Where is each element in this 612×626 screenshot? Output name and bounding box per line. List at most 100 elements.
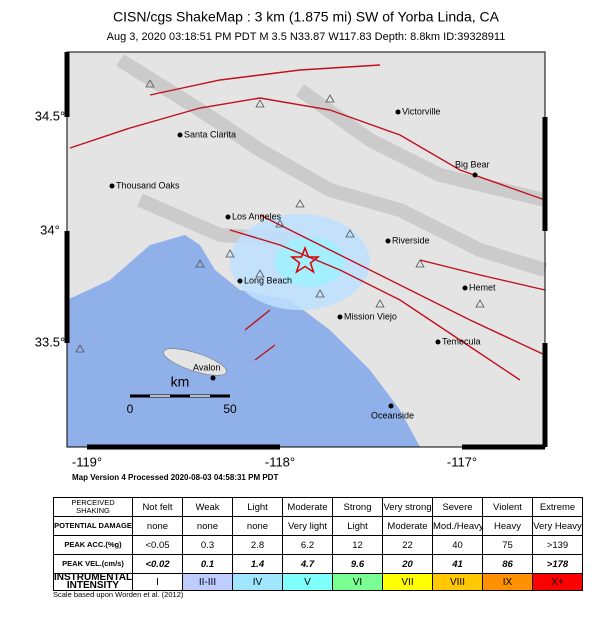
legend-cell: 86 (482, 554, 533, 574)
lat-label: 34.5° (35, 108, 66, 123)
subtitle: Aug 3, 2020 03:18:51 PM PDT M 3.5 N33.87… (107, 31, 506, 43)
city-label: Mission Viejo (344, 311, 397, 321)
legend-cell: none (182, 516, 233, 536)
map-footnote: Map Version 4 Processed 2020-08-03 04:58… (72, 473, 278, 482)
legend-cell: none (232, 516, 283, 536)
row-header: PEAK ACC.(%g) (53, 535, 133, 555)
city-dot (225, 214, 231, 220)
legend-cell: II-III (182, 573, 233, 591)
frame-ticks (64, 52, 548, 450)
legend-cell: Violent (482, 497, 533, 517)
legend-cell: >178 (532, 554, 583, 574)
legend-cell: Extreme (532, 497, 583, 517)
legend-cell: Not felt (132, 497, 183, 517)
row-header: PERCEIVED SHAKING (53, 497, 133, 517)
city-dot (472, 172, 478, 178)
city-dot (237, 278, 243, 284)
intensity-legend: PERCEIVED SHAKING Not felt Weak Light Modera… (53, 497, 583, 591)
island (163, 348, 227, 376)
city-dot (109, 183, 115, 189)
legend-cell: 12 (332, 535, 383, 555)
legend-row: PERCEIVED SHAKING Not felt Weak Light Modera… (53, 497, 583, 517)
city-dot (435, 339, 441, 345)
legend-cell: VIII (432, 573, 483, 591)
title: CISN/cgs ShakeMap : 3 km (1.875 mi) SW o… (113, 9, 500, 25)
lon-label: -119° (72, 454, 102, 469)
legend-cell: IV (232, 573, 283, 591)
city-dot (385, 238, 391, 244)
city-label: Victorville (402, 106, 440, 116)
stations (75, 79, 485, 353)
legend-cell: Light (332, 516, 383, 536)
city-label: Riverside (392, 235, 430, 245)
legend-row: INSTRUMENTAL INTENSITY I II-III IV V VI VII VII… (53, 573, 583, 591)
legend-cell: 40 (432, 535, 483, 555)
legend-cell: 0.3 (182, 535, 233, 555)
city-label: Avalon (193, 362, 220, 372)
legend-cell: Very strong (382, 497, 433, 517)
row-header: POTENTIAL DAMAGE (53, 516, 133, 536)
legend-cell: Weak (182, 497, 233, 517)
row-header: PEAK VEL.(cm/s) (53, 554, 133, 574)
legend-cell: I (132, 573, 183, 591)
legend-cell: X+ (532, 573, 583, 591)
legend-cell: Moderate (382, 516, 433, 536)
legend-cell: Mod./Heavy (432, 516, 483, 536)
legend-cell: Moderate (282, 497, 333, 517)
legend-cell: 6.2 (282, 535, 333, 555)
shakemap: CISN/cgs ShakeMap : 3 km (1.875 mi) SW o… (35, 9, 548, 482)
city-label: Long Beach (244, 275, 292, 285)
legend-cell: Very Heavy (532, 516, 583, 536)
legend-row: PEAK VEL.(cm/s) <0.02 0.1 1.4 4.7 9.6 20 41 86 >1… (53, 554, 583, 574)
lat-label: 34° (40, 222, 60, 237)
legend-cell: V (282, 573, 333, 591)
city-label: Big Bear (455, 159, 490, 169)
legend-cell: 75 (482, 535, 533, 555)
legend-cell: <0.05 (132, 535, 183, 555)
legend-cell: 1.4 (232, 554, 283, 574)
city-dot (388, 403, 394, 409)
legend-cell: IX (482, 573, 533, 591)
legend-cell: Light (232, 497, 283, 517)
legend-cell: Very light (282, 516, 333, 536)
legend-row: POTENTIAL DAMAGE none none none Very light Li… (53, 516, 583, 536)
city-dot (337, 314, 343, 320)
legend-cell: <0.02 (132, 554, 183, 574)
legend-cell: 2.8 (232, 535, 283, 555)
city-dot (177, 132, 183, 138)
city-label: Oceanside (371, 410, 414, 420)
legend-cell: 4.7 (282, 554, 333, 574)
city-label: Hemet (469, 282, 496, 292)
legend-cell: VI (332, 573, 383, 591)
legend-cell: 22 (382, 535, 433, 555)
legend-cell: 9.6 (332, 554, 383, 574)
legend-cell: 20 (382, 554, 433, 574)
legend-cell: 0.1 (182, 554, 233, 574)
legend-cell: Severe (432, 497, 483, 517)
legend-cell: none (132, 516, 183, 536)
legend-cell: Strong (332, 497, 383, 517)
city-dot (462, 285, 468, 291)
city-dot (210, 375, 216, 381)
legend-cell: >139 (532, 535, 583, 555)
city-label: Santa Clarita (184, 129, 236, 139)
scale-label: 0 (127, 402, 134, 416)
scale-label: 50 (223, 402, 237, 416)
lat-label: 33.5° (35, 334, 66, 349)
legend-cell: Heavy (482, 516, 533, 536)
scale-unit: km (171, 374, 190, 390)
row-header: INSTRUMENTAL INTENSITY (53, 573, 133, 591)
credit: Scale based upon Worden et al. (2012) (53, 590, 184, 599)
lon-label: -118° (265, 454, 295, 469)
legend-row: PEAK ACC.(%g) <0.05 0.3 2.8 6.2 12 22 40 75 >139 (53, 535, 583, 555)
faults (69, 64, 546, 381)
epicenter (289, 245, 321, 274)
city-label: Los Angeles (232, 211, 282, 221)
legend-cell: 41 (432, 554, 483, 574)
legend-cell: VII (382, 573, 433, 591)
city-dot (395, 109, 401, 115)
city-label: Temecula (442, 336, 481, 346)
city-label: Thousand Oaks (116, 180, 180, 190)
lon-label: -117° (447, 454, 477, 469)
